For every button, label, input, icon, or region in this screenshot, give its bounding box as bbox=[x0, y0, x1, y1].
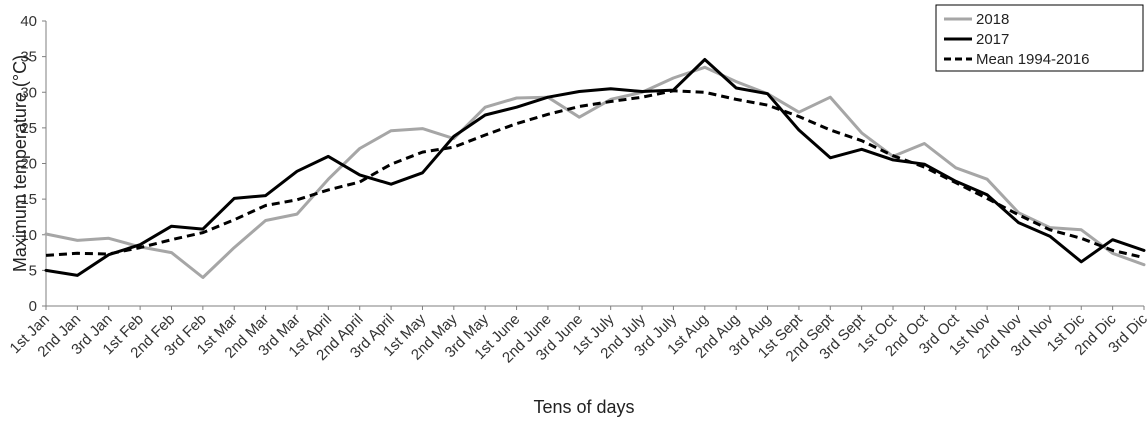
legend: 2018 2017 Mean 1994-2016 bbox=[935, 4, 1144, 72]
x-axis-title: Tens of days bbox=[533, 397, 634, 417]
y-tick-label: 0 bbox=[29, 298, 37, 315]
series-line-2 bbox=[45, 89, 1145, 260]
y-tick-label: 10 bbox=[20, 227, 37, 244]
y-tick-label: 30 bbox=[20, 84, 37, 101]
y-tick-label: 40 bbox=[20, 13, 37, 30]
legend-label-2: Mean 1994-2016 bbox=[976, 51, 1089, 68]
y-axis-title: Maximum temperature (°C) bbox=[10, 55, 30, 272]
series-line-1 bbox=[44, 58, 1146, 277]
legend-label-1: 2017 bbox=[976, 31, 1009, 48]
y-tick-label: 35 bbox=[20, 49, 37, 66]
legend-label-0: 2018 bbox=[976, 11, 1009, 28]
series-line-0 bbox=[44, 65, 1146, 279]
y-tick-label: 15 bbox=[20, 191, 37, 208]
legend-items: 2018 2017 Mean 1994-2016 bbox=[944, 11, 1089, 68]
y-tick-label: 20 bbox=[20, 156, 37, 173]
y-tick-label: 5 bbox=[29, 262, 37, 279]
y-tick-label: 25 bbox=[20, 120, 37, 137]
